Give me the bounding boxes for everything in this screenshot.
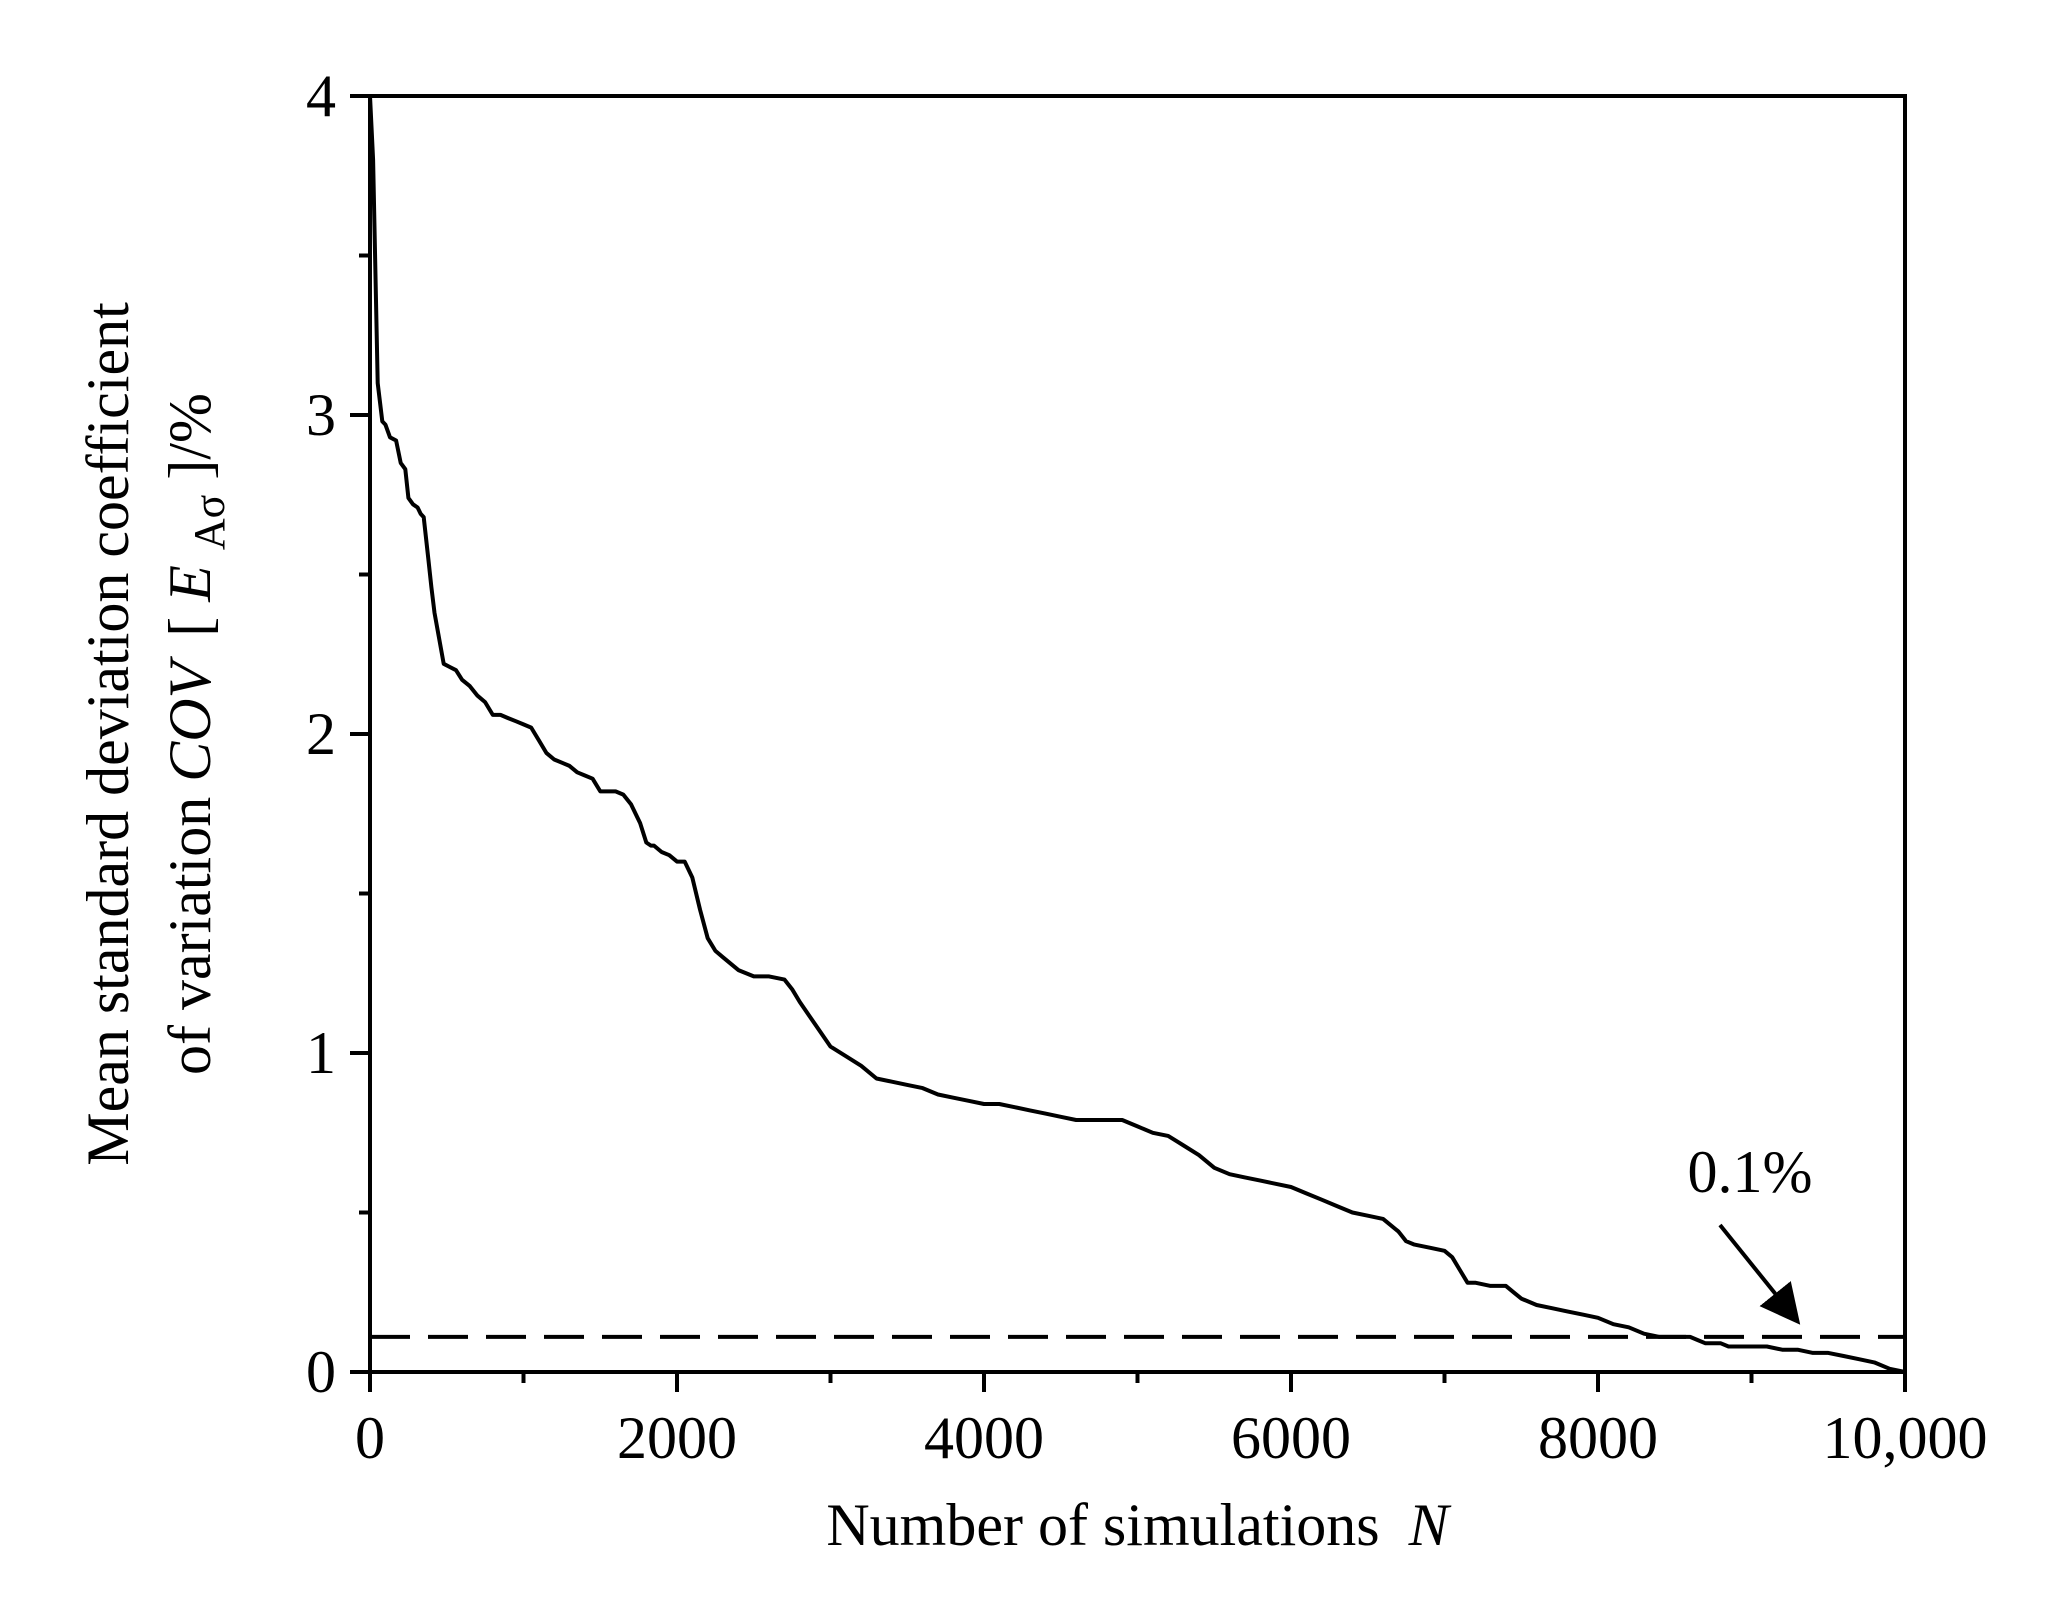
x-tick-label: 6000	[1231, 1405, 1351, 1471]
ticks-layer: 0 2000 4000 6000 8000 10,000 0 1 2 3 4	[306, 63, 1988, 1471]
y-tick-label: 2	[306, 701, 336, 767]
x-tick-label: 4000	[924, 1405, 1044, 1471]
x-axis-label-var: N	[1408, 1492, 1452, 1558]
y-axis-label-bracket: [	[157, 617, 223, 637]
y-tick-label: 0	[306, 1339, 336, 1405]
y-axis-label-cov: COV	[157, 655, 223, 781]
y-axis-label-e: E	[157, 565, 223, 603]
plot-frame	[368, 94, 1907, 1374]
y-axis-label-subscript: Aσ	[185, 494, 234, 550]
y-axis-label-line2: of variation COV [ E Aσ ]/%	[157, 393, 237, 1075]
x-tick-label: 2000	[617, 1405, 737, 1471]
y-axis-label: Mean standard deviation coefficient of v…	[75, 302, 237, 1166]
y-axis-label-of-variation: of variation	[157, 782, 223, 1075]
y-tick-label: 1	[306, 1020, 336, 1086]
series-layer	[368, 95, 1906, 1374]
x-axis-label: Number of simulations N	[826, 1492, 1451, 1558]
x-tick-label: 10,000	[1823, 1405, 1988, 1471]
x-tick-label: 8000	[1538, 1405, 1658, 1471]
annotation-layer: 0.1%	[1688, 1139, 1813, 1325]
y-axis-label-line1: Mean standard deviation coefficient	[75, 302, 141, 1166]
cov-curve-line	[368, 95, 1906, 1374]
x-tick-label: 0	[355, 1405, 385, 1471]
y-tick-label: 4	[306, 63, 336, 129]
y-tick-label: 3	[306, 382, 336, 448]
annotation-arrow	[1718, 1223, 1801, 1325]
x-axis-label-text: Number of simulations	[826, 1492, 1379, 1558]
annotation-label: 0.1%	[1688, 1139, 1813, 1205]
y-axis-label-tail: ]/%	[157, 393, 223, 480]
